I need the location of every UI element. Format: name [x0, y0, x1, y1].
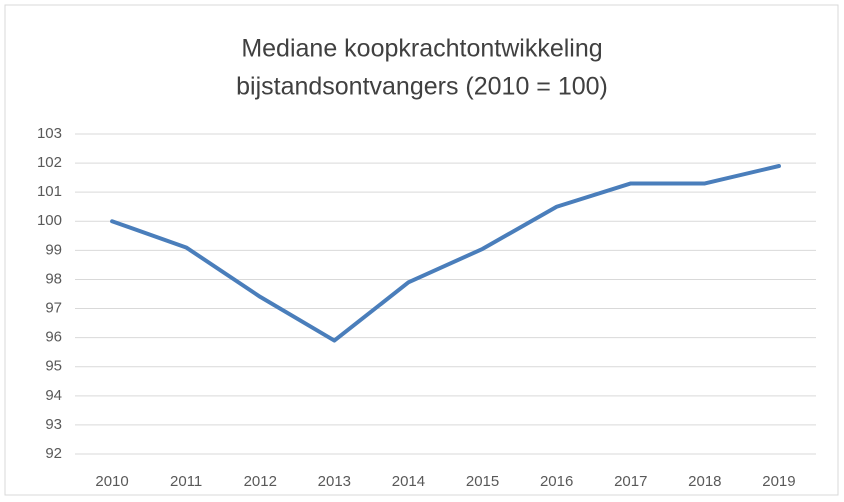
y-tick-label: 97: [45, 300, 62, 317]
x-tick-label: 2017: [614, 473, 647, 490]
y-tick-label: 96: [45, 329, 62, 346]
y-tick-label: 92: [45, 445, 62, 462]
y-tick-label: 94: [45, 387, 62, 404]
x-tick-label: 2015: [466, 473, 499, 490]
y-tick-label: 98: [45, 270, 62, 287]
x-tick-label: 2016: [540, 473, 573, 490]
y-tick-label: 102: [37, 154, 62, 171]
x-tick-label: 2014: [392, 473, 425, 490]
chart-title: bijstandsontvangers (2010 = 100): [236, 73, 608, 101]
x-tick-label: 2011: [170, 473, 202, 490]
y-tick-label: 103: [37, 125, 62, 142]
chart-title: Mediane koopkrachtontwikkeling: [241, 35, 602, 63]
x-tick-label: 2010: [95, 473, 128, 490]
y-tick-label: 95: [45, 358, 62, 375]
x-tick-label: 2012: [244, 473, 277, 490]
y-tick-label: 101: [37, 183, 62, 200]
x-tick-label: 2013: [318, 473, 351, 490]
x-tick-label: 2018: [688, 473, 721, 490]
line-series: [110, 164, 781, 343]
y-tick-label: 100: [37, 212, 62, 229]
y-tick-label: 99: [45, 241, 62, 258]
x-tick-label: 2019: [762, 473, 795, 490]
y-tick-label: 93: [45, 416, 62, 433]
